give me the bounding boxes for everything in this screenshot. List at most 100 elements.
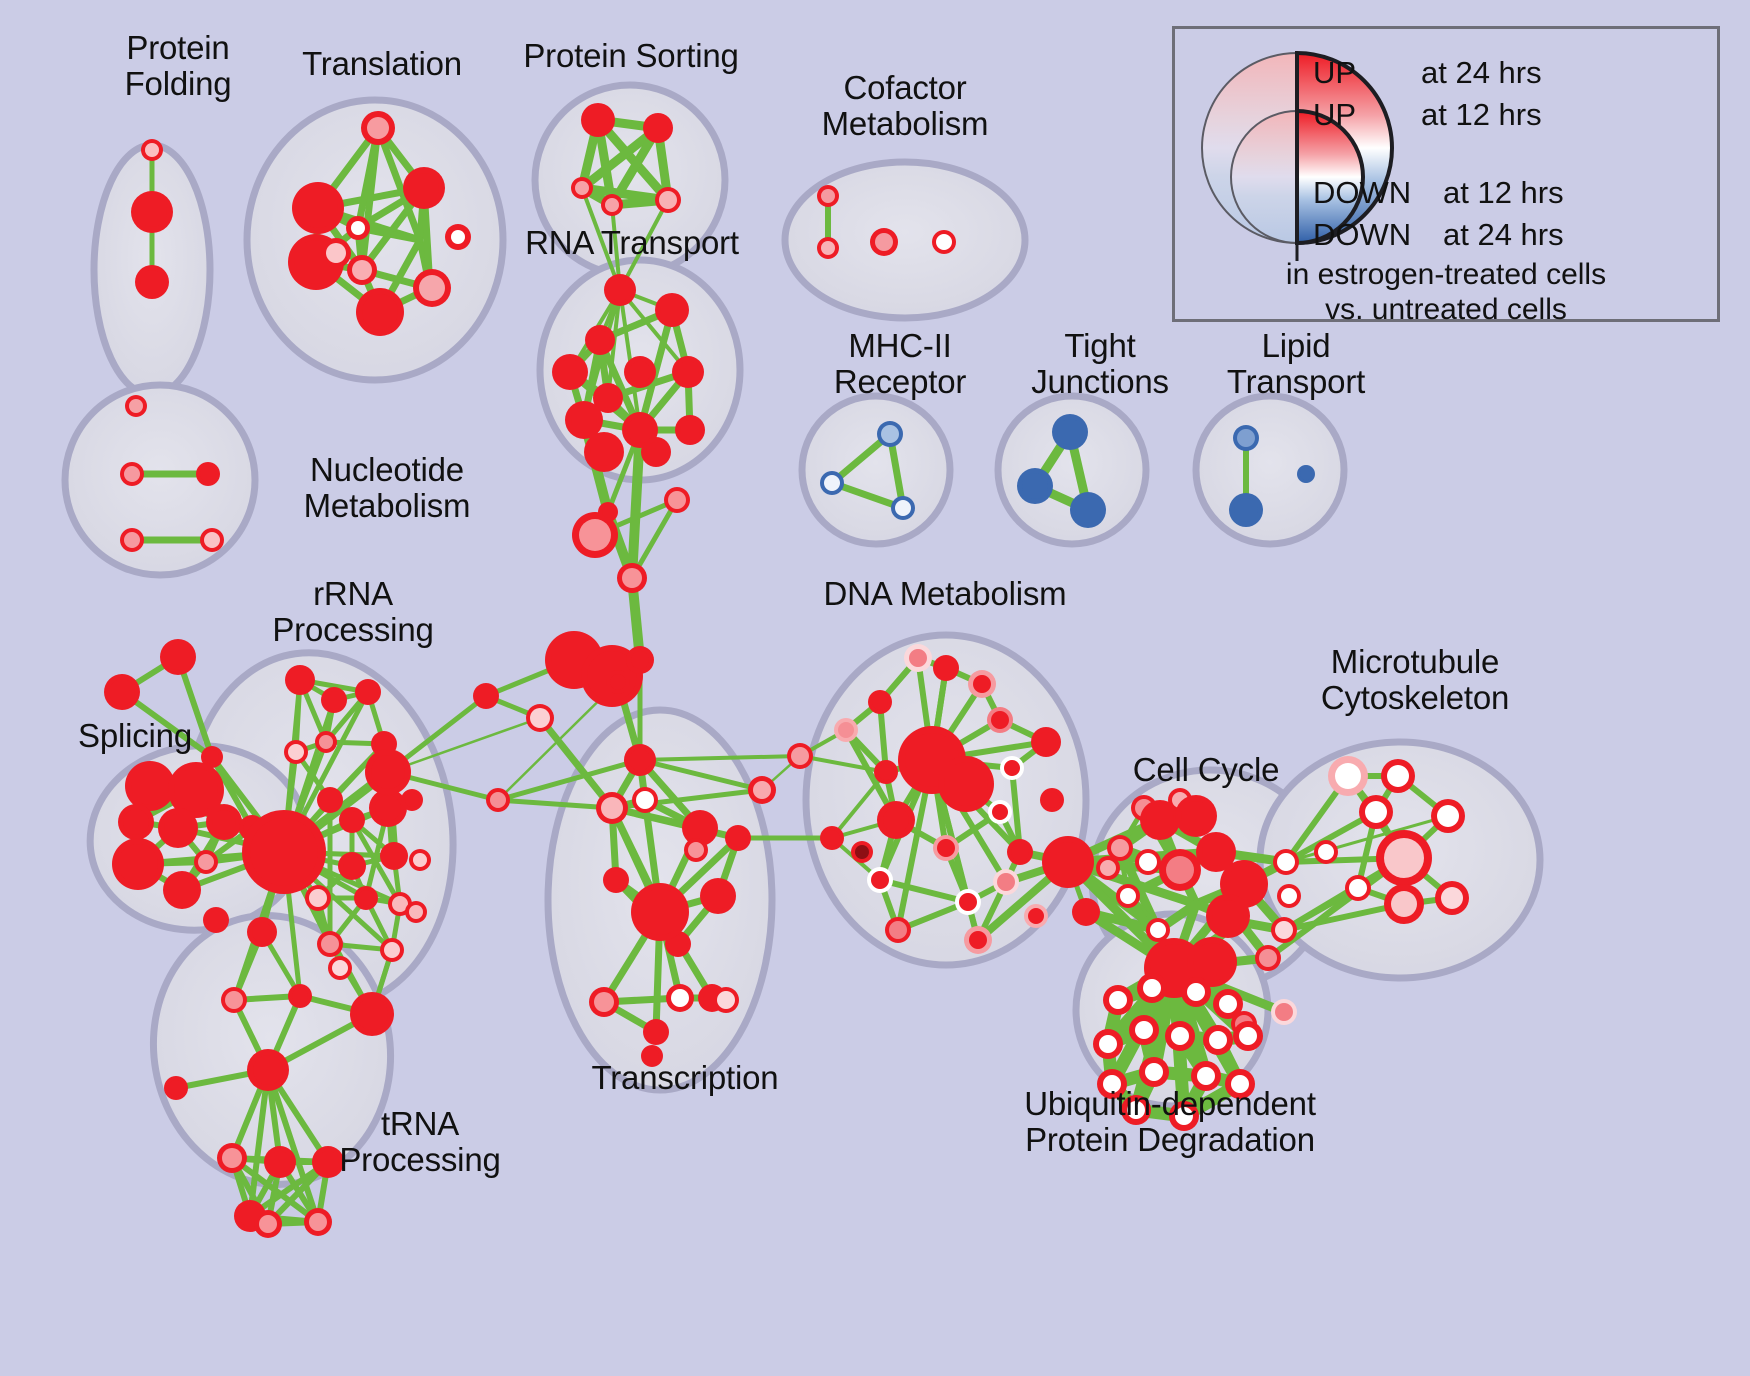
node [700,878,736,914]
node [713,987,739,1013]
node [1273,849,1299,875]
node [933,835,959,861]
node [1203,1025,1233,1055]
blob-translation [243,96,507,384]
node [194,850,218,874]
node [380,842,408,870]
node [851,841,873,863]
node [1042,836,1094,888]
node [643,1019,669,1045]
node [834,718,858,742]
node [1229,493,1263,527]
node [581,103,615,137]
node [604,274,636,306]
node [1435,881,1469,915]
node [1135,849,1161,875]
node [870,228,898,256]
node [285,665,315,695]
node [1191,1061,1221,1091]
node [988,800,1012,824]
node [131,191,173,233]
blob-mhc [798,392,954,548]
legend-state-down-12: DOWN [1313,175,1412,210]
node [1140,800,1180,840]
node [409,849,431,871]
node [247,917,277,947]
node [1431,799,1465,833]
node [1165,1021,1195,1051]
node [403,167,445,209]
node [1233,1021,1263,1051]
node [1146,918,1170,942]
cluster-label-dna-metabolism: DNA Metabolism [823,575,1067,612]
node [321,687,347,713]
node [120,528,144,552]
node [1072,898,1100,926]
node [445,224,471,250]
node [631,883,689,941]
node [601,194,623,216]
node [585,325,615,355]
node [584,432,624,472]
node [655,293,689,327]
network-nodes [104,103,1469,1238]
legend-state-down-24: DOWN [1313,217,1412,252]
cluster-label-microtubule-cytoskeleton: Microtubule Cytoskeleton [1320,643,1510,716]
node [473,683,499,709]
cluster-label-splicing: Splicing [78,717,192,754]
node [748,776,776,804]
node [125,395,147,417]
node [200,528,224,552]
node [968,670,996,698]
node [201,746,223,768]
node [1159,849,1201,891]
node [1103,985,1133,1015]
node [877,421,903,447]
node [355,679,381,705]
node [1070,492,1106,528]
node [1017,468,1053,504]
node [321,238,351,268]
node [369,789,407,827]
node [1007,839,1033,865]
cluster-label-translation: Translation [302,45,462,82]
cluster-label-cofactor-metabolism: Cofactor Metabolism [821,69,989,142]
node [112,838,164,890]
legend-state-up-24: UP [1313,55,1357,90]
blob-tight [994,392,1150,548]
cluster-label-ubiquitin-degradation: Ubiquitin-dependent Protein Degradation [1024,1085,1316,1158]
node [118,804,154,840]
node [288,984,312,1008]
node [365,749,411,795]
node [643,113,673,143]
cluster-label-rrna-processing: rRNA Processing [272,575,434,648]
legend-dual-ring-diagram [1201,50,1394,261]
node [413,269,451,307]
node [104,674,140,710]
node [135,265,169,299]
node [317,787,343,813]
node [163,871,201,909]
node [1169,1101,1199,1131]
node [626,646,654,674]
blob-cofactor [781,158,1029,322]
node [141,139,163,161]
node [1328,756,1368,796]
node [1206,894,1250,938]
legend-footer-text: in estrogen-treated cells vs. untreated … [1285,258,1607,327]
node [1271,917,1297,943]
node [641,437,671,467]
node [312,1146,344,1178]
blob-nucleotide [61,381,259,579]
node [1384,884,1424,924]
node [606,670,630,694]
node [817,237,839,259]
cluster-label-mhc-ii-receptor: MHC-II Receptor [833,327,967,400]
node [526,704,554,732]
blob-lipid [1192,392,1348,548]
node [405,901,427,923]
node [356,288,404,336]
node [1345,875,1371,901]
node [603,867,629,893]
node [672,356,704,388]
